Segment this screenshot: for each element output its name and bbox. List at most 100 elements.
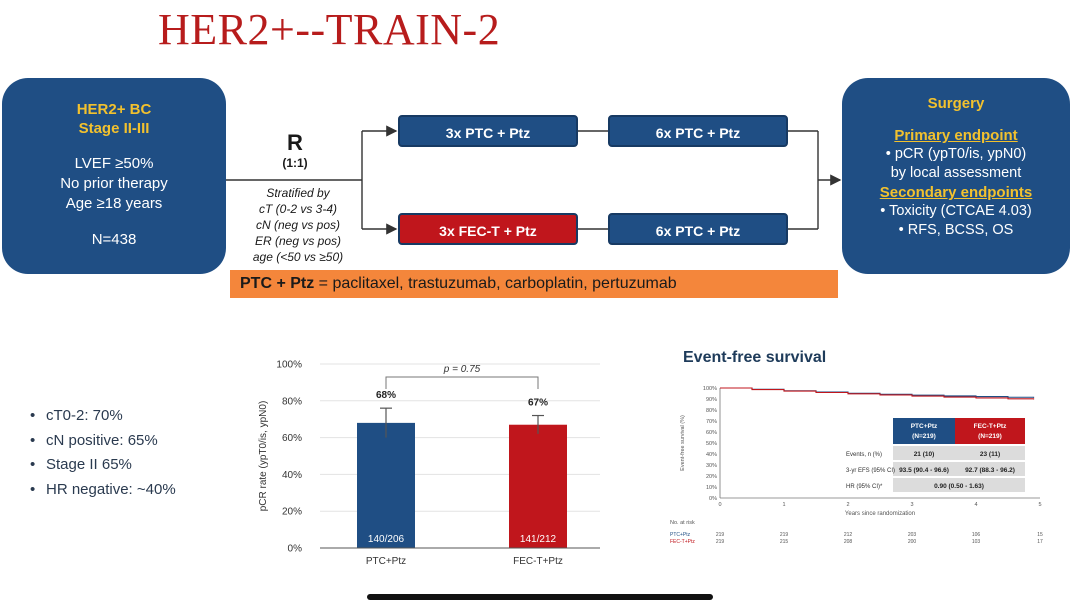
bar-y-axis-label: pCR rate (ypT0/is, ypN0) — [258, 401, 269, 512]
efs-cell — [893, 446, 955, 460]
at-risk-value: 15 — [1037, 532, 1043, 538]
secondary-endpoint-line: • RFS, BCSS, OS — [898, 222, 1014, 238]
efs-title: Event-free survival — [683, 349, 827, 366]
primary-endpoint-title: Primary endpoint — [894, 127, 1018, 144]
efs-hr-label: HR (95% CI)* — [846, 484, 883, 490]
bar-y-tick-label: 40% — [282, 470, 302, 481]
p-value-bracket — [385, 376, 539, 389]
population-box: HER2+ BC Stage II-III LVEF ≥50% No prior… — [2, 78, 226, 274]
bar-count-label: 140/206 — [368, 534, 405, 545]
bar-category-label: FEC-T+Ptz — [513, 556, 563, 567]
stratified-line: cN (neg vs pos) — [255, 218, 341, 232]
efs-cell — [955, 462, 1025, 476]
at-risk-value: 200 — [908, 539, 917, 545]
km-y-tick-label: 80% — [706, 408, 717, 414]
bar-value-label: 67% — [528, 398, 548, 409]
at-risk-row-label: PTC+Ptz — [670, 532, 691, 538]
arm-bottom-first: 3x FEC-T + Ptz — [398, 213, 578, 245]
primary-endpoint-line: • pCR (ypT0/is, ypN0) — [885, 146, 1027, 162]
km-y-tick-label: 20% — [706, 474, 717, 480]
km-y-tick-label: 40% — [706, 452, 717, 458]
efs-row-value: 23 (11) — [980, 451, 1000, 458]
bar-value-label: 68% — [376, 390, 396, 401]
km-y-tick-label: 60% — [706, 430, 717, 436]
km-x-tick-label: 0 — [718, 502, 721, 508]
secondary-endpoint-line: • Toxicity (CTCAE 4.03) — [880, 203, 1032, 219]
km-y-tick-label: 100% — [703, 386, 717, 392]
at-risk-value: 215 — [780, 539, 789, 545]
at-risk-value: 219 — [716, 539, 725, 545]
km-y-tick-label: 50% — [706, 441, 717, 447]
efs-row-label: Events, n (%) — [846, 452, 882, 458]
abbreviation-legend: PTC + Ptz = paclitaxel, trastuzumab, car… — [230, 270, 838, 298]
efs-col1-header — [893, 418, 955, 444]
stratification: Stratified by cT (0-2 vs 3-4) cN (neg vs… — [228, 185, 368, 265]
criteria-item: No prior therapy — [60, 175, 168, 192]
km-x-tick-label: 2 — [846, 502, 849, 508]
km-x-tick-label: 4 — [974, 502, 977, 508]
bar-y-tick-label: 0% — [288, 544, 303, 555]
population-line2: Stage II-III — [78, 120, 150, 137]
at-risk-value: 208 — [844, 539, 853, 545]
efs-hr-cell — [893, 478, 1025, 492]
pcr-bar-chart: 0% 20% 40% 60% 80% 100% 68% 140/206 PTC+Ptz 67% 1… — [250, 352, 630, 574]
population-line1: HER2+ BC — [76, 101, 152, 118]
at-risk-title: No. at risk — [670, 520, 695, 526]
arm-top-second: 6x PTC + Ptz — [608, 115, 788, 147]
slide-title: HER2+--TRAIN-2 — [158, 5, 501, 54]
at-risk-value: 219 — [780, 532, 789, 538]
efs-col1-n: (N=219) — [912, 433, 936, 440]
bullet-item: Stage II 65% — [30, 453, 176, 478]
efs-col2-name: FEC-T+Ptz — [974, 423, 1007, 430]
legend-abbr: PTC + Ptz — [240, 275, 315, 292]
population-n: N=438 — [91, 231, 137, 248]
baseline-bullets: cT0-2: 70% cN positive: 65% Stage II 65%… — [30, 404, 176, 502]
bar-y-tick-label: 60% — [282, 433, 302, 444]
stratified-line: age (<50 vs ≥50) — [252, 250, 344, 264]
at-risk-value: 219 — [716, 532, 725, 538]
km-x-tick-label: 5 — [1038, 502, 1041, 508]
flow-connectors — [226, 125, 842, 235]
randomization-label: R — [287, 130, 303, 155]
efs-row-value: 93.5 (90.4 - 96.6) — [899, 467, 949, 474]
km-x-tick-label: 3 — [910, 502, 913, 508]
stratified-line: cT (0-2 vs 3-4) — [258, 202, 337, 216]
bar — [509, 424, 567, 548]
bullet-item: cN positive: 65% — [30, 429, 176, 454]
secondary-endpoint-title: Secondary endpoints — [879, 184, 1033, 201]
bar-y-tick-label: 20% — [282, 507, 302, 518]
at-risk-row-label: FEC-T+Ptz — [670, 539, 695, 545]
km-y-tick-label: 90% — [706, 397, 717, 403]
km-y-tick-label: 0% — [709, 496, 717, 502]
bullet-item: cT0-2: 70% — [30, 404, 176, 429]
at-risk-value: 17 — [1037, 539, 1043, 545]
at-risk-value: 106 — [972, 532, 981, 538]
bar — [357, 422, 415, 548]
efs-row-value: 92.7 (88.3 - 96.2) — [965, 467, 1015, 474]
legend-definition: = paclitaxel, trastuzumab, carboplatin, … — [314, 275, 677, 292]
km-y-axis-label: Event-free survival (%) — [680, 415, 686, 471]
efs-cell — [955, 446, 1025, 460]
p-value-label: p = 0.75 — [443, 364, 481, 375]
bar-y-tick-label: 80% — [282, 396, 302, 407]
criteria-item: Age ≥18 years — [65, 195, 163, 212]
criteria-item: LVEF ≥50% — [74, 155, 154, 172]
efs-row-value: 21 (10) — [914, 451, 935, 458]
km-x-axis-label: Years since randomization — [845, 511, 915, 517]
at-risk-value: 103 — [972, 539, 981, 545]
efs-col1-name: PTC+Ptz — [911, 423, 938, 430]
efs-col2-n: (N=219) — [978, 433, 1002, 440]
home-indicator[interactable] — [367, 594, 713, 600]
km-series-line — [720, 387, 1035, 400]
at-risk-value: 212 — [844, 532, 853, 538]
bar-count-label: 141/212 — [520, 534, 557, 545]
km-x-tick-label: 1 — [782, 502, 785, 508]
bullet-item: HR negative: ~40% — [30, 478, 176, 503]
randomization-ratio: (1:1) — [282, 156, 308, 170]
arm-top-first: 3x PTC + Ptz — [398, 115, 578, 147]
stratified-title: Stratified by — [266, 186, 330, 200]
km-y-tick-label: 30% — [706, 463, 717, 469]
primary-endpoint-line: by local assessment — [890, 165, 1022, 181]
km-y-tick-label: 10% — [706, 485, 717, 491]
efs-row-label: 3-yr EFS (95% CI) — [846, 468, 895, 474]
